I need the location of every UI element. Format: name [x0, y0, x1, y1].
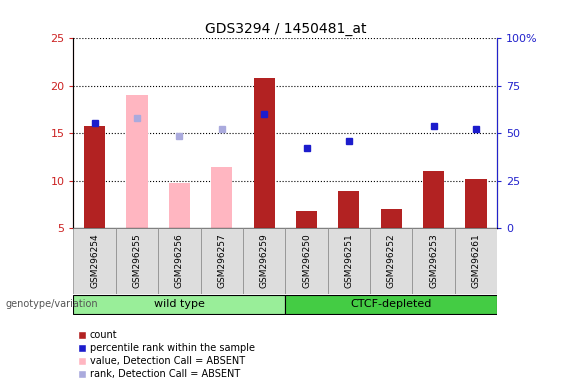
Bar: [73, 295, 285, 314]
Text: CTCF-depleted: CTCF-depleted: [350, 299, 432, 310]
Text: GSM296250: GSM296250: [302, 234, 311, 288]
Bar: [73, 228, 116, 294]
Bar: [328, 228, 370, 294]
Bar: [211, 167, 232, 228]
Bar: [127, 95, 147, 228]
Bar: [285, 228, 328, 294]
Bar: [381, 210, 402, 228]
Text: GSM296253: GSM296253: [429, 234, 438, 288]
Text: GSM296254: GSM296254: [90, 234, 99, 288]
Text: GSM296252: GSM296252: [387, 234, 396, 288]
Legend: count, percentile rank within the sample, value, Detection Call = ABSENT, rank, : count, percentile rank within the sample…: [79, 330, 255, 379]
Bar: [466, 179, 486, 228]
Bar: [201, 228, 243, 294]
Bar: [243, 228, 285, 294]
Text: wild type: wild type: [154, 299, 205, 310]
Bar: [254, 78, 275, 228]
Bar: [285, 295, 497, 314]
Bar: [84, 126, 105, 228]
Bar: [116, 228, 158, 294]
Bar: [455, 228, 497, 294]
Text: GSM296251: GSM296251: [345, 234, 353, 288]
Bar: [338, 191, 359, 228]
Text: GSM296257: GSM296257: [218, 234, 226, 288]
Bar: [370, 228, 412, 294]
Text: GSM296256: GSM296256: [175, 234, 184, 288]
Bar: [158, 228, 201, 294]
Bar: [423, 171, 444, 228]
Bar: [412, 228, 455, 294]
Text: GSM296261: GSM296261: [472, 234, 480, 288]
Text: genotype/variation: genotype/variation: [6, 299, 98, 310]
Bar: [169, 183, 190, 228]
Text: GSM296259: GSM296259: [260, 234, 268, 288]
Bar: [296, 211, 317, 228]
Text: GSM296255: GSM296255: [133, 234, 141, 288]
Title: GDS3294 / 1450481_at: GDS3294 / 1450481_at: [205, 22, 366, 36]
